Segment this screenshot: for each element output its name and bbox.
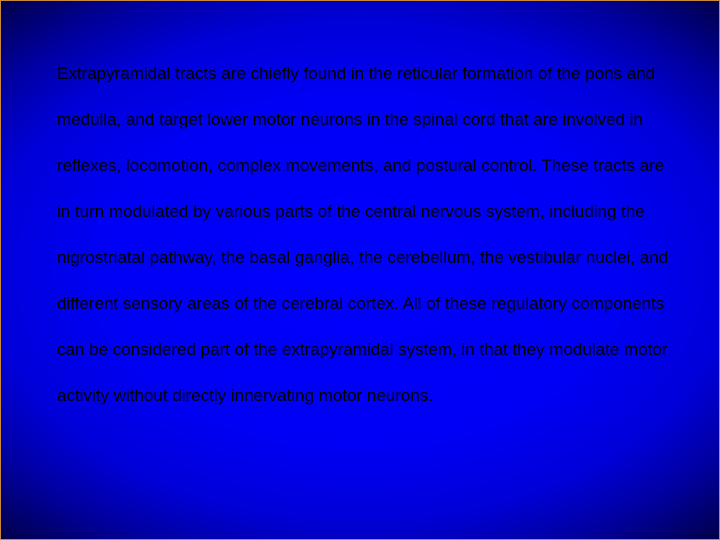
slide-content: Extrapyramidal tracts are chiefly found …	[57, 51, 673, 419]
slide-container: Extrapyramidal tracts are chiefly found …	[0, 0, 720, 540]
body-paragraph: Extrapyramidal tracts are chiefly found …	[57, 51, 673, 419]
